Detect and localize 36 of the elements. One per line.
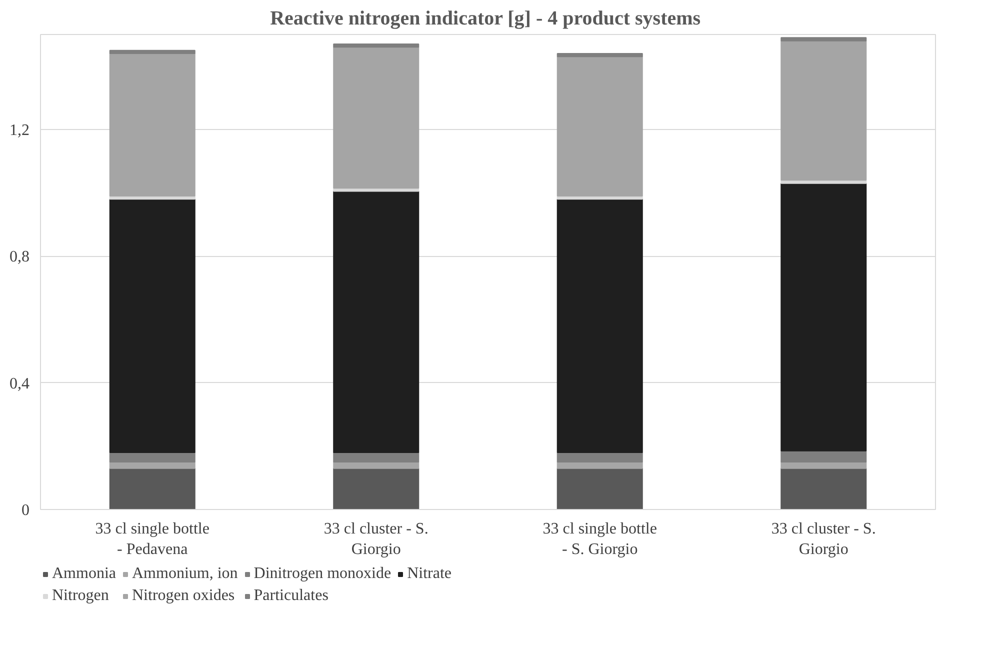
chart-title: Reactive nitrogen indicator [g] - 4 product systems [270, 8, 701, 30]
bar [109, 198, 196, 453]
bar [556, 56, 643, 196]
x-tick-label: 33 cl single bottle - S. Giorgio [542, 520, 657, 558]
bar [109, 468, 196, 510]
bar [109, 50, 196, 54]
bar [333, 468, 420, 510]
legend-label: Particulates [254, 587, 328, 605]
bar [556, 468, 643, 510]
bar [780, 182, 867, 452]
legend-label: Nitrogen [52, 587, 109, 605]
bar [333, 44, 420, 48]
y-tick-label: 0 [22, 502, 30, 519]
x-tick-label: 33 cl cluster - S. Giorgio [324, 520, 428, 558]
legend-label: Ammonium, ion [132, 565, 238, 583]
bar [556, 53, 643, 58]
bar [556, 198, 643, 453]
legend-label: Dinitrogen monoxide [254, 565, 392, 583]
y-tick-label: 0,8 [10, 248, 30, 266]
x-tick-label: 33 cl single bottle - Pedavena [95, 520, 210, 558]
y-tick-label: 0,4 [10, 375, 30, 392]
bar [109, 452, 196, 462]
bar [556, 452, 643, 462]
bar [780, 468, 867, 510]
legend-label: Nitrogen oxides [132, 587, 235, 605]
bar [780, 40, 867, 181]
y-tick-label: 1,2 [10, 122, 30, 139]
legend-label: Ammonia [52, 565, 116, 583]
x-tick-label: 33 cl cluster - S. Giorgio [771, 520, 876, 558]
bar [333, 190, 420, 453]
bar [333, 46, 420, 189]
legend-label: Nitrate [407, 565, 452, 583]
bar [780, 450, 867, 462]
bar [780, 37, 867, 42]
bar [333, 452, 420, 462]
bar [109, 53, 196, 196]
